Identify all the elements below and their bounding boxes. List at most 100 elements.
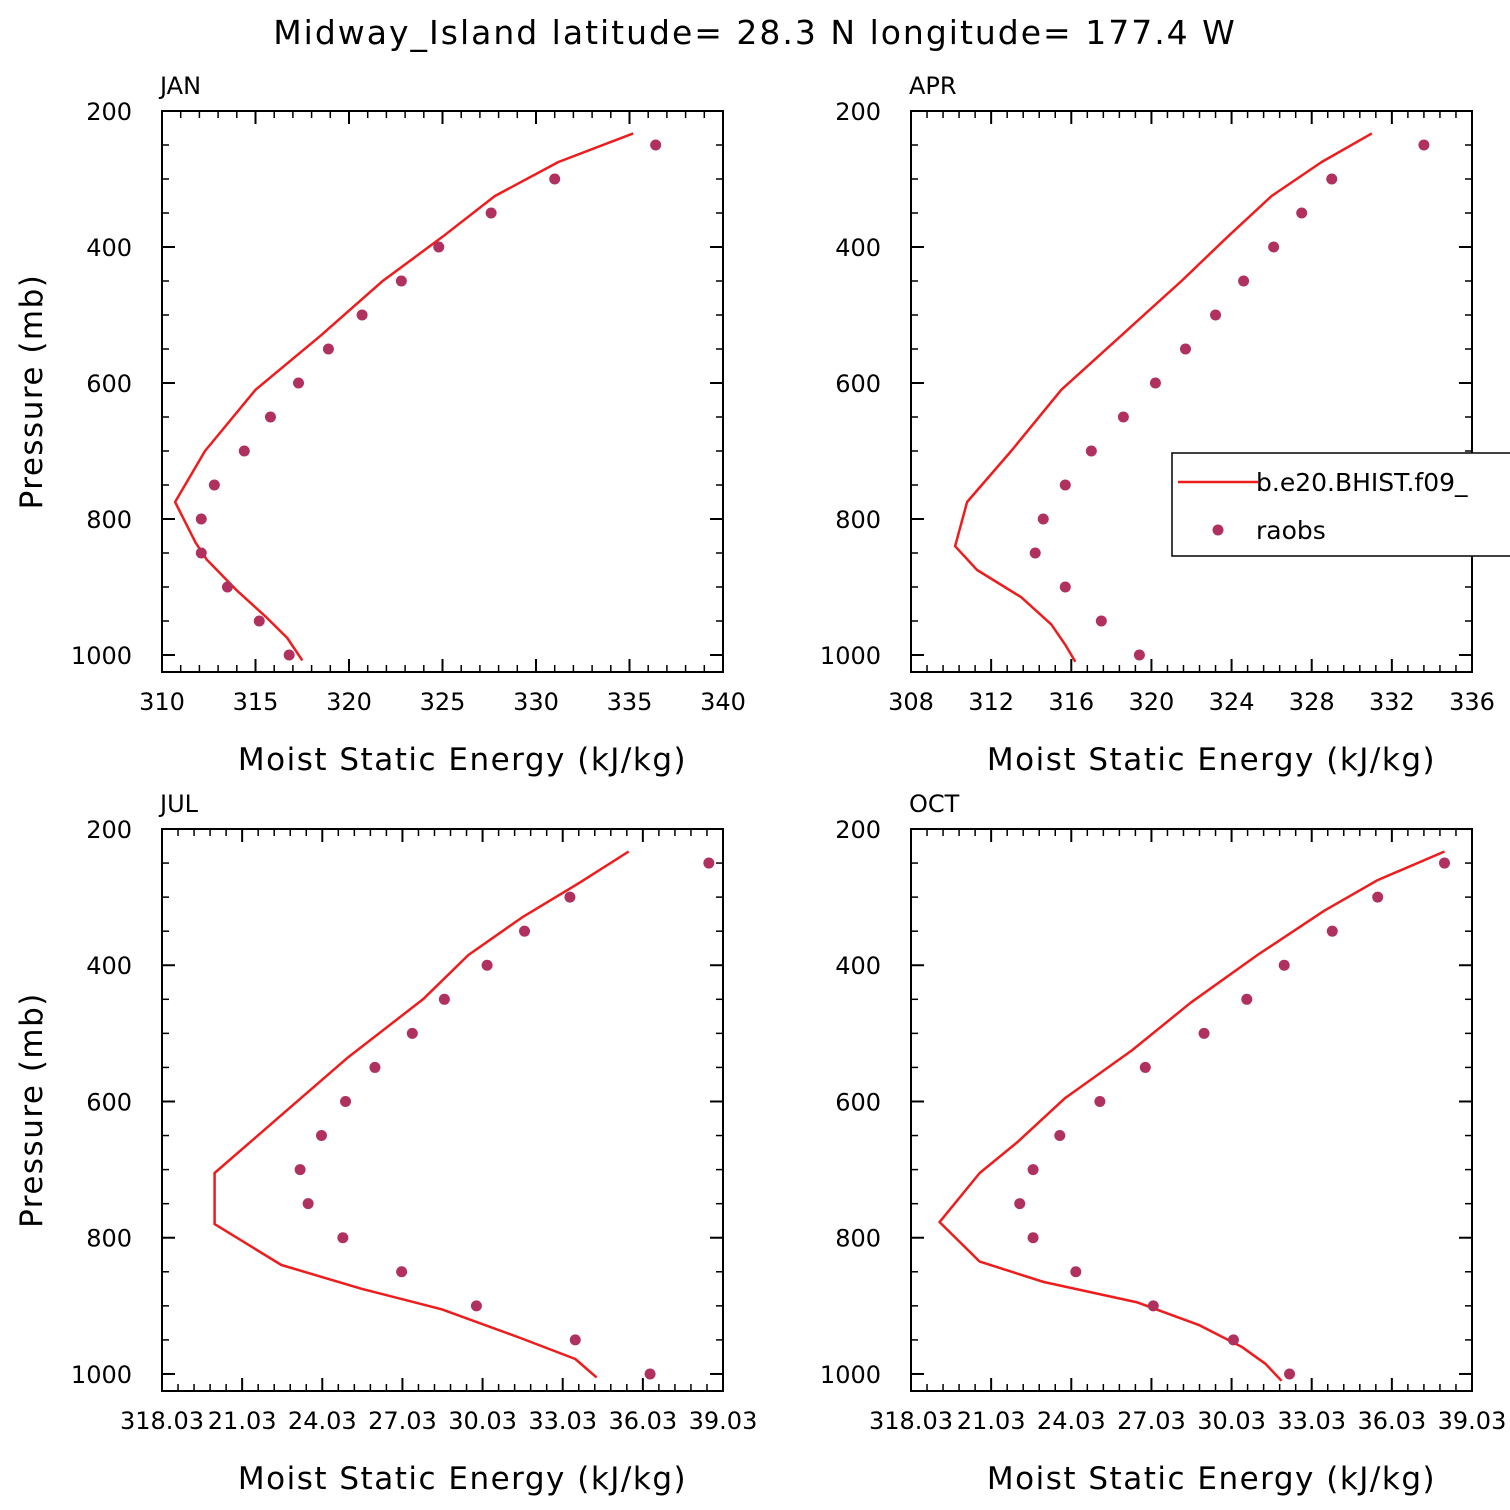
x-tick-label: 36.03: [608, 1407, 677, 1435]
x-tick-label: 340: [700, 688, 746, 716]
obs-data-point: [302, 1198, 314, 1210]
y-tick-label: 200: [86, 98, 132, 126]
plot-frame: [910, 110, 1473, 673]
obs-data-point: [549, 173, 561, 185]
x-tick-label: 316: [1048, 688, 1094, 716]
x-axis-label: Moist Static Energy (kJ/kg): [987, 742, 1436, 778]
obs-data-point: [1059, 479, 1071, 491]
legend-box: [1171, 452, 1510, 557]
obs-data-point: [264, 411, 276, 423]
x-tick-label: 315: [233, 688, 279, 716]
x-tick-label: 328: [1289, 688, 1335, 716]
obs-data-point: [1278, 959, 1290, 971]
obs-data-point: [1027, 1164, 1039, 1176]
obs-data-point: [1284, 1368, 1296, 1380]
y-tick-label: 1000: [820, 642, 881, 670]
plot-frame: [910, 828, 1473, 1392]
y-tick-label: 800: [835, 1225, 881, 1253]
obs-data-point: [1094, 1095, 1106, 1107]
x-tick-label: 39.03: [689, 1407, 758, 1435]
y-tick-label: 400: [835, 234, 881, 262]
y-tick-label: 600: [835, 370, 881, 398]
obs-data-point: [294, 1164, 306, 1176]
x-axis-label: Moist Static Energy (kJ/kg): [987, 1461, 1436, 1497]
obs-data-point: [1268, 241, 1280, 253]
obs-data-point: [1418, 139, 1430, 151]
y-tick-label: 600: [835, 1088, 881, 1116]
y-tick-label: 600: [86, 370, 132, 398]
x-tick-label: 312: [968, 688, 1014, 716]
x-axis-label: Moist Static Energy (kJ/kg): [238, 1461, 687, 1497]
y-tick-label: 1000: [71, 642, 132, 670]
x-tick-label: 308: [888, 688, 934, 716]
obs-data-point: [337, 1232, 349, 1244]
panel-jul: JUL 318.03 21.03 24.03 27.03 30.03 33.03 36.03 3…: [14, 790, 757, 1497]
obs-data-point: [208, 479, 220, 491]
obs-data-point: [356, 309, 368, 321]
obs-data-point: [1149, 377, 1161, 389]
obs-data-point: [1326, 925, 1338, 937]
model-series-line: [938, 850, 1445, 1382]
x-tick-label: 324: [1209, 688, 1255, 716]
obs-data-point: [195, 513, 207, 525]
plot-frame: [161, 828, 724, 1392]
y-tick-label: 800: [835, 506, 881, 534]
obs-data-point: [1227, 1334, 1239, 1346]
obs-data-point: [650, 139, 662, 151]
legend-model-label: b.e20.BHIST.f09_: [1256, 468, 1468, 497]
y-tick-label: 200: [835, 816, 881, 844]
obs-data-point: [1027, 1232, 1039, 1244]
y-tick-label: 600: [86, 1088, 132, 1116]
obs-data-point: [322, 343, 334, 355]
obs-data-point: [238, 445, 250, 457]
obs-data-point: [396, 1266, 408, 1278]
y-axis-label: Pressure (mb): [14, 992, 50, 1228]
figure-title: Midway_Island latitude= 28.3 N longitude…: [273, 13, 1237, 52]
obs-data-point: [1037, 513, 1049, 525]
panel-title: JAN: [158, 72, 201, 100]
obs-data-point: [1198, 1027, 1210, 1039]
x-tick-label: 36.03: [1357, 1407, 1426, 1435]
obs-data-point: [1029, 547, 1041, 559]
x-tick-label: 24.03: [1037, 1407, 1106, 1435]
legend-obs-label: raobs: [1256, 516, 1326, 545]
x-tick-label: 30.03: [1197, 1407, 1266, 1435]
obs-data-point: [1438, 857, 1450, 869]
obs-data-point: [1054, 1130, 1066, 1142]
obs-data-point: [564, 891, 576, 903]
obs-data-point: [438, 993, 450, 1005]
obs-data-point: [1296, 207, 1308, 219]
y-tick-label: 800: [86, 1225, 132, 1253]
model-series-line: [213, 850, 630, 1379]
x-tick-label: 310: [139, 688, 185, 716]
x-tick-label: 330: [513, 688, 559, 716]
x-tick-label: 24.03: [288, 1407, 357, 1435]
obs-data-point: [283, 649, 295, 661]
x-tick-label: 318.03: [869, 1407, 953, 1435]
obs-data-point: [195, 547, 207, 559]
obs-data-point: [1059, 581, 1071, 593]
obs-data-point: [340, 1095, 352, 1107]
obs-data-point: [433, 241, 445, 253]
obs-data-point: [1238, 275, 1250, 287]
panel-title: OCT: [909, 790, 960, 818]
obs-data-point: [1147, 1300, 1159, 1312]
y-axis-label: Pressure (mb): [14, 274, 50, 510]
obs-data-point: [1014, 1198, 1026, 1210]
legend: b.e20.BHIST.f09_ raobs: [1171, 452, 1510, 557]
panel-title: APR: [909, 72, 957, 100]
obs-data-point: [293, 377, 305, 389]
x-tick-label: 335: [607, 688, 653, 716]
y-tick-label: 800: [86, 506, 132, 534]
panel-title: JUL: [158, 790, 199, 818]
y-tick-label: 200: [86, 816, 132, 844]
obs-data-point: [1133, 649, 1145, 661]
obs-data-point: [519, 925, 531, 937]
y-tick-label: 400: [835, 952, 881, 980]
obs-data-point: [1117, 411, 1129, 423]
obs-data-point: [703, 857, 715, 869]
obs-data-point: [569, 1334, 581, 1346]
x-tick-label: 320: [326, 688, 372, 716]
obs-data-point: [221, 581, 233, 593]
panel-jan: JAN 310 315 320 325 330 335 340 200 400 600 800 1000…: [14, 72, 746, 778]
